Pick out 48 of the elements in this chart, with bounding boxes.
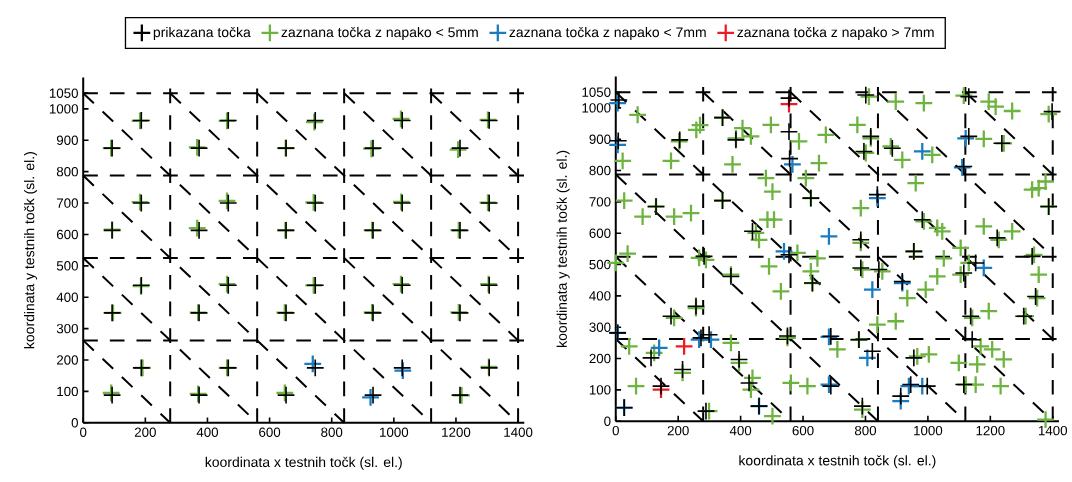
y-axis-title: koordinata y testnih točk (sl. el.) — [24, 151, 38, 348]
y-tick-label: 1000 — [49, 103, 78, 114]
legend-label: zaznana točka z napako < 5mm — [281, 26, 478, 40]
x-tick-label: 0 — [612, 425, 619, 436]
y-tick-label: 1050 — [49, 88, 78, 98]
y-tick-label: 200 — [56, 355, 78, 365]
legend-label: zaznana točka z napako > 7mm — [737, 26, 934, 40]
x-tick-label: 800 — [321, 427, 343, 437]
x-tick-label: 600 — [259, 427, 281, 437]
y-tick-label: 700 — [589, 196, 611, 207]
x-tick-label: 1200 — [976, 425, 1005, 436]
y-tick-label: 700 — [56, 198, 78, 208]
y-tick-label: 900 — [56, 135, 78, 145]
y-tick-label: 400 — [56, 292, 78, 302]
x-tick-label: 1400 — [1038, 425, 1068, 436]
x-tick-label: 400 — [196, 427, 219, 437]
y-tick-label: 500 — [56, 260, 78, 271]
x-tick-label: 600 — [792, 425, 814, 436]
legend-label: prikazana točka — [153, 26, 251, 40]
x-tick-label: 800 — [854, 425, 877, 436]
x-tick-label: 400 — [729, 425, 752, 436]
y-tick-label: 0 — [604, 416, 611, 426]
x-tick-label: 0 — [80, 427, 87, 437]
legend-label: zaznana točka z napako < 7mm — [509, 26, 706, 40]
y-tick-label: 800 — [589, 165, 611, 176]
x-axis-title: koordinata x testnih točk (sl. el.) — [205, 456, 402, 470]
x-tick-label: 1400 — [504, 427, 533, 437]
y-axis-title: koordinata y testnih točk (sl. el.) — [556, 150, 570, 347]
y-tick-label: 300 — [589, 322, 611, 332]
y-tick-label: 600 — [56, 229, 78, 239]
y-tick-label: 200 — [589, 353, 611, 364]
y-tick-label: 100 — [57, 386, 78, 396]
y-tick-label: 300 — [56, 323, 78, 334]
y-tick-label: 400 — [589, 290, 611, 301]
y-tick-label: 500 — [589, 259, 611, 270]
x-axis-title: koordinata x testnih točk (sl. el.) — [739, 454, 936, 469]
x-tick-label: 1200 — [442, 427, 471, 437]
x-tick-label: 200 — [667, 425, 689, 436]
y-tick-label: 900 — [589, 134, 611, 144]
y-tick-label: 0 — [71, 417, 78, 428]
x-tick-label: 200 — [134, 427, 156, 437]
y-tick-label: 800 — [56, 166, 78, 177]
y-tick-label: 600 — [589, 228, 611, 238]
y-tick-label: 1000 — [582, 102, 611, 113]
y-tick-label: 1050 — [582, 87, 611, 97]
y-tick-label: 100 — [589, 384, 611, 395]
x-tick-label: 1000 — [914, 425, 943, 436]
x-tick-label: 1000 — [380, 427, 409, 437]
